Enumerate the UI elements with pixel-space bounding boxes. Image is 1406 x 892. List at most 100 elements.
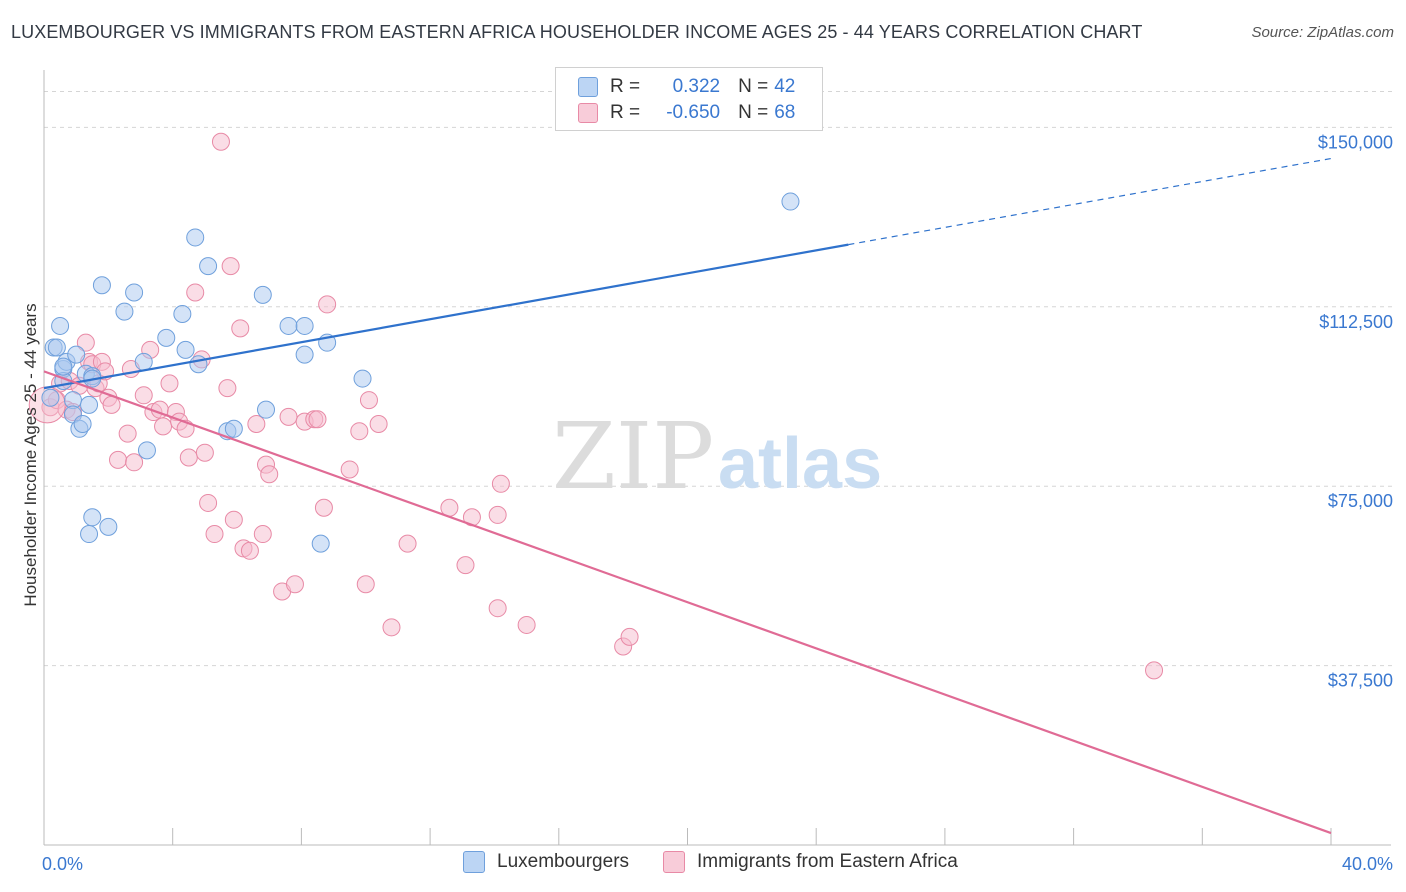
data-point-immigrants bbox=[369, 415, 388, 434]
data-point-luxembourgers bbox=[41, 388, 60, 407]
data-point-immigrants bbox=[356, 575, 375, 594]
data-point-luxembourgers bbox=[47, 338, 66, 357]
legend: R = 0.322 N = 42 R = -0.650 N = 68 bbox=[555, 67, 823, 131]
bottom-legend-swatch-blue bbox=[463, 851, 485, 873]
x-tick-label: 40.0% bbox=[1342, 854, 1393, 874]
tick-labels: $37,500 $75,000 $112,500 $150,000 0.0% 40.0% bbox=[42, 132, 1393, 874]
y-tick-label: $112,500 bbox=[1319, 312, 1393, 332]
data-point-luxembourgers bbox=[99, 517, 118, 536]
data-point-luxembourgers bbox=[253, 285, 272, 304]
data-point-luxembourgers bbox=[257, 400, 276, 419]
legend-swatch-pink bbox=[578, 103, 598, 123]
data-point-immigrants bbox=[186, 283, 205, 302]
legend-n-label: N = bbox=[738, 102, 769, 123]
legend-n-value: 68 bbox=[774, 102, 796, 123]
bottom-legend-label: Immigrants from Eastern Africa bbox=[697, 851, 958, 872]
data-point-luxembourgers bbox=[173, 304, 192, 323]
data-point-luxembourgers bbox=[54, 357, 73, 376]
data-point-immigrants bbox=[218, 379, 237, 398]
data-point-luxembourgers bbox=[295, 345, 314, 364]
x-tick-label: 0.0% bbox=[42, 854, 83, 874]
legend-r-label: R = bbox=[610, 102, 641, 123]
data-point-immigrants bbox=[160, 374, 179, 393]
data-point-luxembourgers bbox=[80, 395, 99, 414]
data-point-immigrants bbox=[359, 391, 378, 410]
watermark: ZIP atlas bbox=[552, 403, 882, 510]
data-point-luxembourgers bbox=[80, 525, 99, 544]
data-point-immigrants bbox=[488, 599, 507, 618]
data-point-luxembourgers bbox=[125, 283, 144, 302]
data-point-immigrants bbox=[279, 407, 298, 426]
y-tick-label: $150,000 bbox=[1318, 132, 1393, 152]
y-tick-label: $37,500 bbox=[1328, 671, 1393, 691]
data-point-immigrants bbox=[224, 510, 243, 529]
data-point-luxembourgers bbox=[73, 415, 92, 434]
bottom-legend-label: Luxembourgers bbox=[497, 851, 630, 872]
data-point-immigrants bbox=[314, 498, 333, 517]
data-point-immigrants bbox=[382, 618, 401, 637]
blue-series-points bbox=[41, 192, 800, 553]
data-point-immigrants bbox=[125, 453, 144, 472]
data-point-immigrants bbox=[456, 556, 475, 575]
legend-r-value: 0.322 bbox=[672, 76, 721, 97]
data-point-luxembourgers bbox=[157, 328, 176, 347]
data-point-immigrants bbox=[491, 474, 510, 493]
bottom-legend-immigrants: Immigrants from Eastern Africa bbox=[663, 851, 958, 873]
data-point-immigrants bbox=[211, 132, 230, 151]
legend-n-label: N = bbox=[738, 76, 769, 97]
data-point-immigrants bbox=[195, 443, 214, 462]
data-point-luxembourgers bbox=[51, 316, 70, 335]
axes bbox=[43, 70, 1391, 846]
data-point-luxembourgers bbox=[311, 534, 330, 553]
data-point-immigrants bbox=[620, 627, 639, 646]
data-point-immigrants bbox=[154, 417, 173, 436]
data-point-luxembourgers bbox=[781, 192, 800, 211]
data-point-luxembourgers bbox=[67, 345, 86, 364]
data-point-luxembourgers bbox=[186, 228, 205, 247]
gridlines bbox=[44, 91, 1395, 667]
legend-r-value: -0.650 bbox=[666, 102, 721, 123]
chart-source: Source: ZipAtlas.com bbox=[1251, 24, 1394, 41]
legend-r-label: R = bbox=[610, 76, 641, 97]
data-point-immigrants bbox=[109, 450, 128, 469]
trendline-immigrants bbox=[43, 370, 1332, 835]
data-point-immigrants bbox=[134, 386, 153, 405]
data-point-immigrants bbox=[350, 422, 369, 441]
data-point-immigrants bbox=[308, 410, 327, 429]
data-point-luxembourgers bbox=[199, 257, 218, 276]
data-point-immigrants bbox=[76, 333, 95, 352]
bottom-legend-swatch-pink bbox=[663, 851, 685, 873]
data-point-luxembourgers bbox=[134, 352, 153, 371]
data-point-immigrants bbox=[318, 295, 337, 314]
data-point-luxembourgers bbox=[176, 340, 195, 359]
data-point-luxembourgers bbox=[189, 355, 208, 374]
data-point-luxembourgers bbox=[137, 441, 156, 460]
data-point-luxembourgers bbox=[224, 419, 243, 438]
legend-row-luxembourgers: R = 0.322 N = 42 bbox=[578, 75, 795, 99]
data-point-immigrants bbox=[221, 257, 240, 276]
chart-title: LUXEMBOURGER VS IMMIGRANTS FROM EASTERN … bbox=[11, 22, 1143, 42]
data-point-immigrants bbox=[285, 575, 304, 594]
watermark-zip: ZIP bbox=[552, 403, 714, 510]
data-point-immigrants bbox=[118, 424, 137, 443]
data-point-luxembourgers bbox=[92, 276, 111, 295]
legend-swatch-blue bbox=[578, 77, 598, 97]
data-point-immigrants bbox=[253, 525, 272, 544]
data-point-immigrants bbox=[199, 493, 218, 512]
data-point-luxembourgers bbox=[353, 369, 372, 388]
data-point-luxembourgers bbox=[83, 508, 102, 527]
legend-n-value: 42 bbox=[774, 76, 796, 97]
watermark-atlas: atlas bbox=[718, 424, 882, 504]
data-point-immigrants bbox=[247, 415, 266, 434]
data-point-immigrants bbox=[260, 465, 279, 484]
data-point-luxembourgers bbox=[115, 302, 134, 321]
legend-row-immigrants: R = -0.650 N = 68 bbox=[578, 101, 795, 125]
data-point-immigrants bbox=[398, 534, 417, 553]
trendline-luxembourgers-extension bbox=[848, 157, 1332, 246]
y-tick-label: $75,000 bbox=[1328, 491, 1393, 511]
bottom-legend-luxembourgers: Luxembourgers bbox=[463, 851, 629, 873]
trendlines bbox=[43, 157, 1332, 835]
trendline-luxembourgers bbox=[43, 243, 849, 390]
data-point-luxembourgers bbox=[279, 316, 298, 335]
